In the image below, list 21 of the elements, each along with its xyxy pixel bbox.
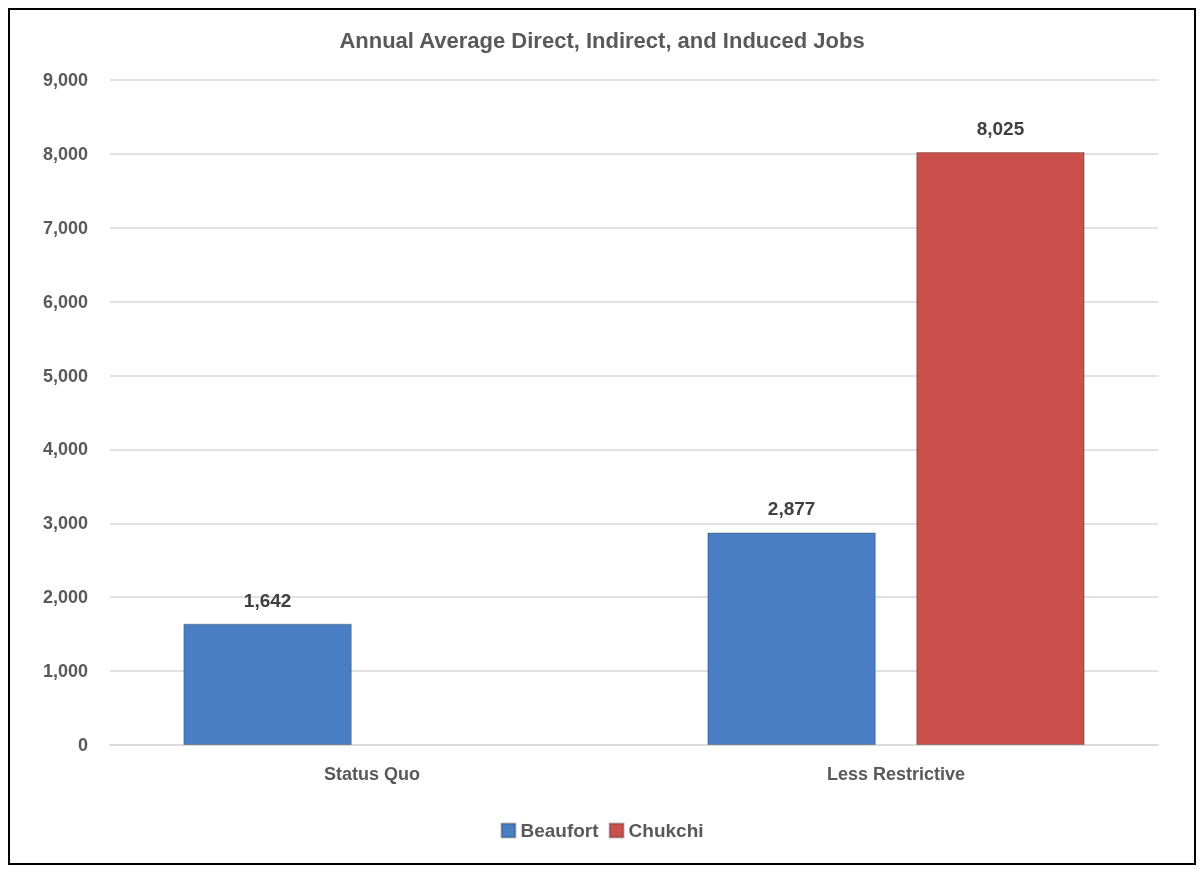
bar (916, 152, 1085, 745)
chart-title: Annual Average Direct, Indirect, and Induced Jobs (339, 27, 865, 53)
y-tick-label: 3,000 (42, 513, 88, 534)
legend-label: Beaufort (520, 820, 600, 841)
y-tick-label: 2,000 (42, 587, 88, 608)
data-label: 2,877 (767, 498, 816, 520)
y-tick-label: 7,000 (42, 217, 88, 238)
bar (707, 532, 876, 745)
x-tick-label: Status Quo (323, 764, 421, 784)
data-label: 1,642 (243, 589, 292, 611)
y-tick-label: 1,000 (42, 661, 88, 682)
y-tick-label: 0 (77, 735, 88, 755)
y-tick-label: 5,000 (42, 365, 88, 386)
y-tick-label: 8,000 (42, 143, 88, 164)
y-tick-label: 6,000 (42, 291, 88, 312)
legend-label: Chukchi (628, 820, 704, 841)
data-label: 8,025 (976, 118, 1025, 140)
bar (183, 623, 352, 745)
y-tick-label: 4,000 (42, 439, 88, 460)
x-tick-label: Less Restrictive (826, 764, 966, 784)
y-tick-label: 9,000 (42, 70, 88, 90)
